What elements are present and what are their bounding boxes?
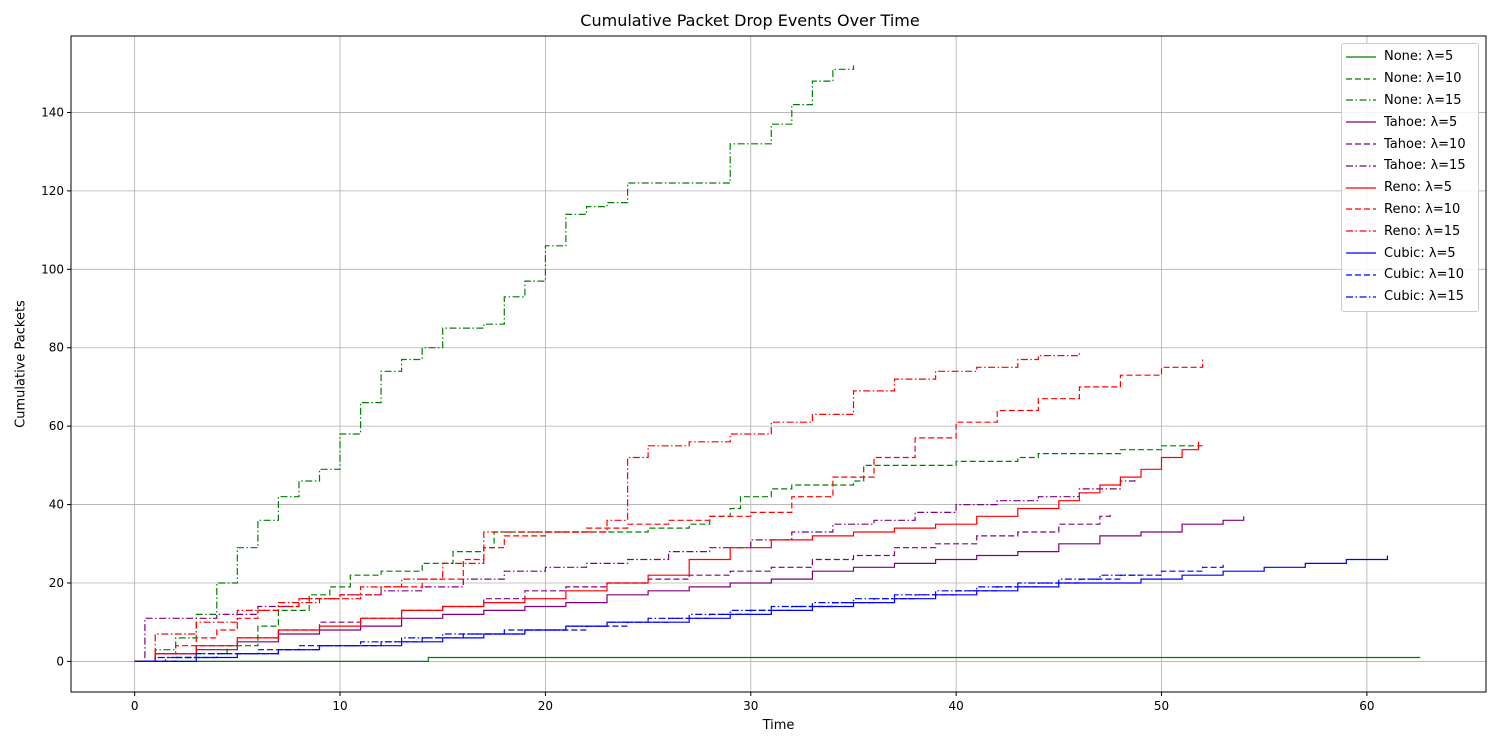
y-tick-label: 40 <box>49 498 64 512</box>
series-line-tahoe-dashed <box>134 512 1111 662</box>
y-tick-label: 60 <box>49 419 64 433</box>
x-tick-label: 30 <box>743 699 758 713</box>
legend: None: λ=5 None: λ=10 None: λ=15 Tahoe: λ=5 T… <box>1341 43 1479 312</box>
legend-label: Cubic: λ=5 <box>1384 245 1456 261</box>
legend-swatch <box>1346 296 1376 298</box>
legend-swatch <box>1346 208 1376 211</box>
axes-frame <box>70 35 1487 693</box>
series-line-none-dashed <box>134 445 1203 662</box>
legend-label: Tahoe: λ=15 <box>1384 158 1466 174</box>
y-tick-label: 120 <box>41 184 64 198</box>
x-tick-label: 0 <box>131 699 139 713</box>
legend-label: Tahoe: λ=5 <box>1384 114 1458 130</box>
series-line-reno-solid <box>134 441 1200 662</box>
legend-item: None: λ=5 <box>1342 46 1478 68</box>
legend-swatch <box>1346 121 1376 123</box>
legend-item: Tahoe: λ=15 <box>1342 155 1478 177</box>
legend-swatch <box>1346 274 1376 276</box>
legend-item: Cubic: λ=15 <box>1342 286 1478 308</box>
x-axis-label: Time <box>762 718 795 733</box>
legend-label: Reno: λ=5 <box>1384 180 1453 196</box>
y-tick-label: 140 <box>41 105 64 119</box>
series-line-reno-dashed <box>134 359 1204 662</box>
y-axis-label: Cumulative Packets <box>13 300 29 428</box>
legend-item: Reno: λ=5 <box>1342 177 1478 199</box>
x-tick-label: 40 <box>949 699 964 713</box>
legend-item: Cubic: λ=5 <box>1342 242 1478 264</box>
legend-label: Cubic: λ=10 <box>1384 267 1464 283</box>
legend-item: None: λ=15 <box>1342 90 1478 112</box>
legend-label: None: λ=5 <box>1384 49 1454 65</box>
legend-swatch <box>1346 165 1376 167</box>
legend-swatch <box>1346 56 1376 58</box>
legend-item: Cubic: λ=10 <box>1342 264 1478 286</box>
legend-label: Tahoe: λ=10 <box>1384 136 1466 152</box>
x-tick-label: 10 <box>332 699 347 713</box>
series-line-none-solid <box>134 656 1421 662</box>
x-tick-label: 50 <box>1154 699 1169 713</box>
legend-label: Cubic: λ=15 <box>1384 289 1464 305</box>
axis-ticks: 0 10 20 30 40 50 60 0 20 40 60 80 100 120 140 <box>41 105 1374 713</box>
series-line-none-dashdot <box>134 65 855 662</box>
grid-lines <box>71 36 1486 692</box>
chart-title: Cumulative Packet Drop Events Over Time <box>580 11 920 30</box>
legend-swatch <box>1346 187 1376 189</box>
series-line-reno-dashdot <box>134 351 1080 662</box>
y-tick-label: 80 <box>49 341 64 355</box>
legend-item: Tahoe: λ=5 <box>1342 111 1478 133</box>
series-line-tahoe-solid <box>134 516 1245 662</box>
legend-swatch <box>1346 99 1376 102</box>
legend-item: None: λ=10 <box>1342 68 1478 90</box>
legend-item: Reno: λ=10 <box>1342 199 1478 221</box>
y-tick-label: 100 <box>41 262 64 276</box>
legend-swatch <box>1346 230 1376 232</box>
legend-item: Tahoe: λ=10 <box>1342 133 1478 155</box>
legend-label: None: λ=10 <box>1384 71 1462 87</box>
series-line-cubic-dashed <box>134 563 1224 662</box>
legend-label: Reno: λ=15 <box>1384 223 1461 239</box>
y-tick-label: 0 <box>56 654 64 668</box>
x-tick-label: 20 <box>538 699 553 713</box>
legend-label: None: λ=15 <box>1384 92 1462 108</box>
x-tick-label: 60 <box>1359 699 1374 713</box>
legend-swatch <box>1346 78 1376 80</box>
legend-item: Reno: λ=15 <box>1342 220 1478 242</box>
legend-swatch <box>1346 252 1376 254</box>
series-line-cubic-dashdot <box>134 574 1141 662</box>
y-tick-label: 20 <box>49 576 64 590</box>
legend-swatch <box>1346 143 1376 145</box>
series-lines <box>134 65 1421 662</box>
legend-label: Reno: λ=10 <box>1384 201 1461 217</box>
